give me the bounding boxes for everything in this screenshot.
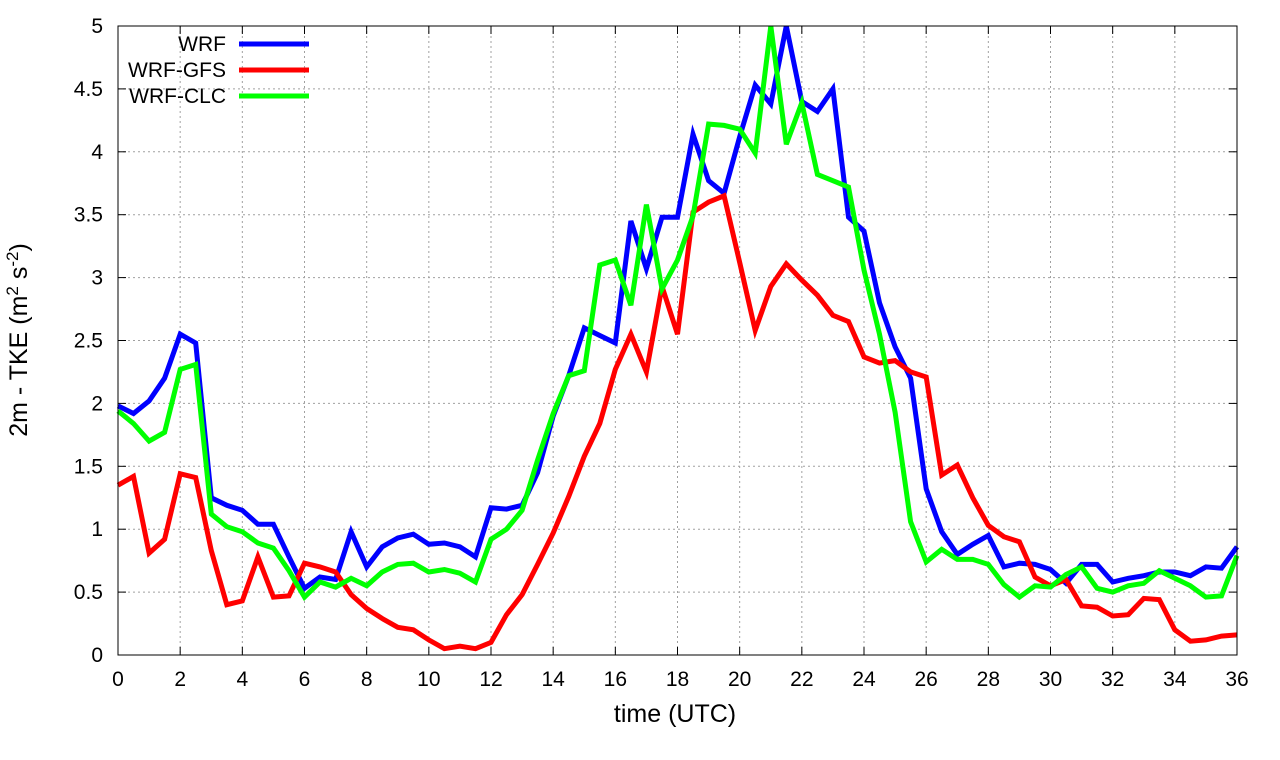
x-tick-label: 16 [604, 668, 627, 691]
x-tick-label: 2 [174, 668, 186, 691]
x-tick-label: 22 [790, 668, 813, 691]
y-axis-label-suffix: ) [5, 243, 33, 251]
x-tick-label: 20 [728, 668, 751, 691]
x-tick-label: 24 [852, 668, 876, 691]
y-tick-label: 2 [91, 392, 103, 415]
x-tick-label: 34 [1163, 668, 1187, 691]
x-tick-label: 18 [666, 668, 689, 691]
y-tick-label: 2.5 [74, 330, 103, 353]
plot-frame [117, 25, 1238, 656]
x-tick-label: 14 [541, 668, 565, 691]
y-tick-label: 1 [91, 518, 103, 541]
y-axis-label: 2m - TKE (m2 s-2) [3, 243, 34, 437]
x-tick-label: 4 [236, 668, 248, 691]
y-tick-label: 3 [91, 267, 103, 290]
x-axis-label: time (UTC) [614, 700, 736, 728]
x-tick-label: 8 [361, 668, 373, 691]
x-tick-label: 10 [417, 668, 440, 691]
y-tick-label: 3.5 [74, 204, 103, 227]
y-tick-label: 5 [91, 15, 103, 38]
x-tick-label: 26 [914, 668, 937, 691]
legend-label-wrf: WRF [178, 33, 226, 56]
x-tick-label: 28 [977, 668, 1000, 691]
y-axis-label-mid: s [5, 267, 33, 286]
x-tick-label: 36 [1225, 668, 1248, 691]
series-line-wrf [116, 25, 1240, 593]
y-axis-label-prefix: 2m - TKE (m [5, 296, 33, 437]
x-tick-label: 32 [1101, 668, 1124, 691]
y-tick-label: 4 [91, 141, 103, 164]
y-axis-label-sup2: -2 [3, 252, 22, 267]
y-tick-label: 0.5 [74, 581, 103, 604]
axis-ticks: 0 2 4 6 8 10 12 14 16 18 20 22 24 26 28 30 32 34 3600.511.… [74, 15, 1249, 691]
legend-label-wrf-clc: WRF-CLC [129, 85, 226, 108]
series-line-wrf-clc [116, 25, 1240, 602]
y-axis-label-sup1: 2 [3, 286, 22, 295]
legend: WRF WRF-GFS WRF-CLC [128, 33, 309, 108]
y-tick-label: 0 [91, 644, 103, 667]
y-tick-label: 1.5 [74, 455, 103, 478]
x-tick-label: 6 [299, 668, 311, 691]
x-tick-label: 0 [112, 668, 124, 691]
x-tick-label: 12 [479, 668, 502, 691]
plot-area [116, 25, 1240, 652]
x-tick-label: 30 [1039, 668, 1062, 691]
legend-label-wrf-gfs: WRF-GFS [128, 59, 226, 82]
grid [118, 26, 1237, 655]
y-tick-label: 4.5 [74, 78, 103, 101]
